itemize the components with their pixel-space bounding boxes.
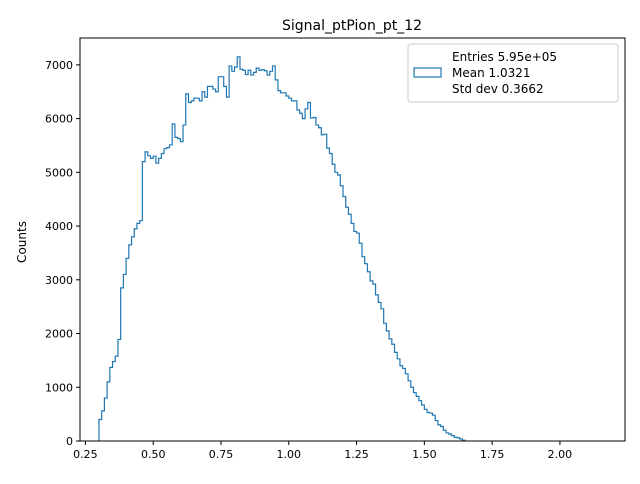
y-tick-label: 3000 xyxy=(45,274,73,287)
y-tick-label: 7000 xyxy=(45,59,73,72)
plot-area: 0.25 0.50 0.75 1.00 1.25 1.50 1.75 2.00 0 1000 200… xyxy=(45,37,626,461)
y-axis-label: Counts xyxy=(15,221,29,263)
y-tick-label: 0 xyxy=(66,435,73,448)
x-tick-label: 1.25 xyxy=(344,448,369,461)
x-tick-label: 2.00 xyxy=(548,448,573,461)
histogram-step-line xyxy=(98,56,466,441)
chart-title: Signal_ptPion_pt_12 xyxy=(282,18,422,34)
x-tick-label: 1.75 xyxy=(480,448,505,461)
legend-entry: Std dev 0.3662 xyxy=(452,82,544,96)
x-tick-label: 0.50 xyxy=(141,448,166,461)
legend-swatch xyxy=(413,67,442,78)
axes-frame xyxy=(79,37,626,442)
y-tick-label: 4000 xyxy=(45,220,73,233)
legend-entry: Mean 1.0321 xyxy=(452,66,531,80)
x-tick-label: 0.75 xyxy=(209,448,234,461)
x-tick-label: 1.00 xyxy=(277,448,302,461)
y-tick-label: 2000 xyxy=(45,328,73,341)
y-tick-label: 1000 xyxy=(45,381,73,394)
x-tick-label: 0.25 xyxy=(73,448,98,461)
legend-entry: Entries 5.95e+05 xyxy=(452,50,557,64)
x-tick-label: 1.50 xyxy=(412,448,437,461)
y-tick-label: 5000 xyxy=(45,166,73,179)
legend-box xyxy=(407,43,619,103)
y-tick-label: 6000 xyxy=(45,113,73,126)
